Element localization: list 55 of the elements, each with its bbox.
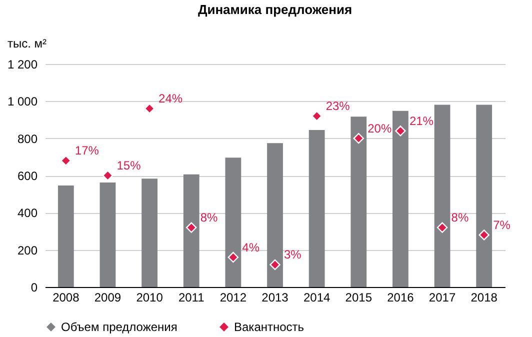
data-label: 20% (368, 121, 392, 136)
legend-label: Вакантность (234, 320, 304, 334)
bar (350, 116, 367, 287)
point (186, 222, 197, 233)
data-label: 3% (284, 248, 302, 262)
x-tick-label: 2016 (387, 290, 414, 304)
bar (392, 110, 408, 287)
data-label: 15% (116, 158, 142, 172)
x-tick-label: 2015 (345, 290, 372, 304)
data-label: 8% (200, 210, 218, 225)
data-label: 21% (409, 114, 434, 128)
x-tick-label: 2008 (52, 290, 80, 304)
y-tick-label: 0 (30, 280, 38, 294)
x-tick-label: 2013 (262, 290, 289, 304)
x-tick-label: 2010 (136, 290, 164, 304)
data-label: 23% (326, 99, 350, 114)
point (60, 155, 72, 166)
x-tick-label: 2014 (303, 290, 330, 304)
data-label: 4% (242, 240, 260, 254)
x-tick-label: 2012 (220, 290, 247, 304)
bar (476, 104, 492, 287)
y-tick-label: 200 (17, 243, 38, 258)
point (311, 110, 322, 122)
x-tick-label: 2018 (470, 290, 498, 304)
x-tick-label: 2009 (94, 290, 122, 304)
point (353, 132, 364, 144)
bar (434, 104, 450, 287)
point (270, 259, 280, 270)
point (395, 126, 406, 136)
bar (183, 174, 200, 287)
point (144, 103, 155, 114)
y-axis-title: тыс. м² (8, 36, 47, 50)
bar (225, 158, 242, 287)
y-tick-label: 1 000 (7, 94, 38, 109)
data-label: 17% (74, 144, 100, 158)
y-tick-label: 400 (17, 206, 38, 220)
point (436, 222, 448, 233)
point (228, 252, 239, 263)
bar (142, 178, 158, 287)
data-label: 7% (493, 218, 511, 232)
y-tick-label: 600 (17, 169, 38, 183)
y-tick-label: 800 (17, 132, 38, 146)
x-tick-label: 2011 (178, 290, 205, 304)
legend-label: Объем предложения (61, 320, 178, 334)
bar (267, 143, 283, 287)
bar (308, 130, 325, 287)
x-tick-label: 2017 (428, 290, 456, 304)
data-label: 8% (451, 210, 469, 225)
point (478, 230, 490, 240)
bar (58, 186, 74, 287)
y-tick-label: 1 200 (7, 58, 38, 72)
data-label: 24% (158, 92, 183, 106)
point (102, 170, 114, 181)
bar (100, 182, 116, 287)
chart-title: Динамика предложения (198, 2, 352, 17)
